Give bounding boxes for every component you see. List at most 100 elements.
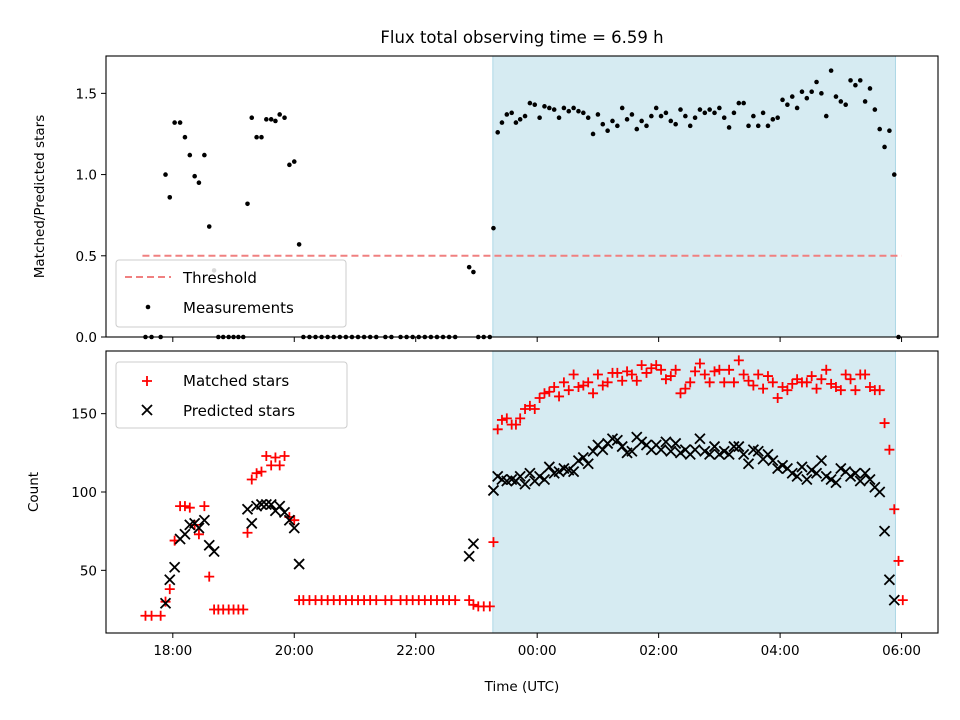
matched-stars-point	[464, 595, 475, 606]
measurement-point	[760, 110, 766, 116]
x-tick-label: 20:00	[275, 643, 314, 659]
measurement-point	[268, 117, 274, 122]
measurement-point	[678, 107, 683, 112]
predicted-stars-point	[694, 433, 706, 445]
measurement-point	[619, 105, 625, 111]
matched-stars-point	[563, 385, 574, 396]
predicted-stars-point	[198, 514, 211, 526]
matched-stars-point	[270, 452, 281, 463]
measurement-point	[668, 118, 674, 124]
measurement-point	[192, 173, 197, 179]
y-tick-label: 50	[80, 563, 97, 579]
measurement-point	[658, 113, 664, 119]
matched-stars-point	[772, 393, 783, 403]
matched-stars-point	[246, 474, 257, 485]
measurement-point	[177, 120, 183, 125]
predicted-stars-point	[660, 436, 672, 448]
predicted-stars-point	[208, 545, 220, 558]
matched-stars-point	[544, 386, 555, 397]
matched-stars-point	[821, 364, 832, 375]
predicted-stars-point	[728, 440, 740, 453]
legend: Threshold Measurements	[115, 259, 347, 328]
measurement-point	[249, 115, 255, 121]
predicted-stars-point	[582, 458, 594, 470]
y-axis-label: Count	[26, 472, 42, 512]
matched-stars-point	[626, 369, 637, 380]
matched-stars-point	[261, 450, 272, 461]
predicted-stars-point	[463, 550, 475, 562]
measurement-point	[509, 110, 514, 116]
predicted-stars-point	[611, 434, 623, 446]
matched-stars-point	[767, 377, 778, 388]
predicted-stars-point	[674, 447, 687, 459]
measurement-point	[527, 100, 533, 106]
predicted-stars-point	[699, 445, 711, 457]
predicted-stars-point	[815, 455, 828, 467]
measurement-point	[653, 105, 659, 111]
measurement-point	[891, 172, 897, 177]
predicted-stars-point	[738, 448, 750, 461]
matched-stars-point	[724, 364, 735, 375]
matched-stars-point	[289, 515, 300, 526]
predicted-stars-point	[796, 461, 808, 473]
matched-stars-point	[539, 388, 550, 399]
measurement-point	[561, 105, 567, 111]
y-tick-label: 0.5	[76, 249, 97, 265]
matched-stars-point	[583, 377, 594, 388]
measurement-point	[833, 94, 839, 99]
matched-stars-point	[884, 444, 895, 455]
matched-stars-point	[782, 385, 793, 396]
matched-stars-point	[699, 369, 710, 380]
measurement-point	[712, 110, 717, 116]
matched-stars-point	[515, 413, 526, 424]
matched-stars-point	[893, 555, 904, 566]
matched-stars-point	[193, 529, 204, 540]
measurement-point	[731, 110, 737, 116]
predicted-stars-point	[689, 444, 701, 456]
legend-box	[115, 259, 347, 328]
matched-stars-point	[573, 382, 584, 393]
matched-stars-point	[656, 364, 667, 375]
predicted-stars-point	[597, 444, 609, 456]
legend: Matched stars Predicted stars	[115, 361, 348, 429]
matched-stars-point	[592, 369, 603, 380]
measurement-point	[547, 105, 552, 111]
measurement-point	[551, 107, 557, 112]
axes-frame	[105, 55, 939, 338]
matched-stars-point	[492, 424, 503, 435]
matched-stars-point	[714, 364, 725, 375]
measurement-point	[466, 264, 472, 270]
y-tick-label: 1.0	[76, 168, 97, 184]
measurement-point	[789, 94, 795, 99]
legend-matched-label: Matched stars	[183, 372, 289, 390]
measurement-point	[857, 78, 863, 83]
x-tick-label: 00:00	[518, 643, 557, 659]
matched-stars-point	[501, 413, 512, 424]
measurement-point	[499, 120, 505, 125]
predicted-stars-point	[164, 574, 176, 586]
measurement-point	[296, 242, 302, 247]
predicted-stars-point	[806, 464, 818, 476]
measurement-point	[542, 104, 547, 109]
matched-stars-point	[816, 374, 827, 385]
predicted-stars-point	[767, 455, 779, 467]
matched-stars-point	[554, 391, 565, 402]
measurement-point	[804, 95, 810, 101]
matched-stars-point	[709, 366, 720, 377]
measurement-point	[182, 134, 188, 140]
matched-stars-point	[496, 414, 507, 425]
measurement-point	[794, 105, 800, 111]
predicted-stars-point	[849, 467, 862, 479]
matched-stars-point	[753, 369, 764, 380]
predicted-stars-point	[835, 462, 847, 475]
legend-predicted-swatch	[141, 404, 153, 416]
predicted-stars-point	[810, 467, 823, 479]
measurement-point	[799, 89, 805, 95]
predicted-stars-point	[524, 467, 536, 479]
measurement-point	[245, 201, 250, 207]
measurement-point	[862, 99, 868, 104]
measurement-point	[755, 123, 761, 129]
predicted-stars-point	[864, 473, 876, 486]
matched-stars-point	[251, 468, 262, 479]
measurement-point	[746, 123, 751, 129]
